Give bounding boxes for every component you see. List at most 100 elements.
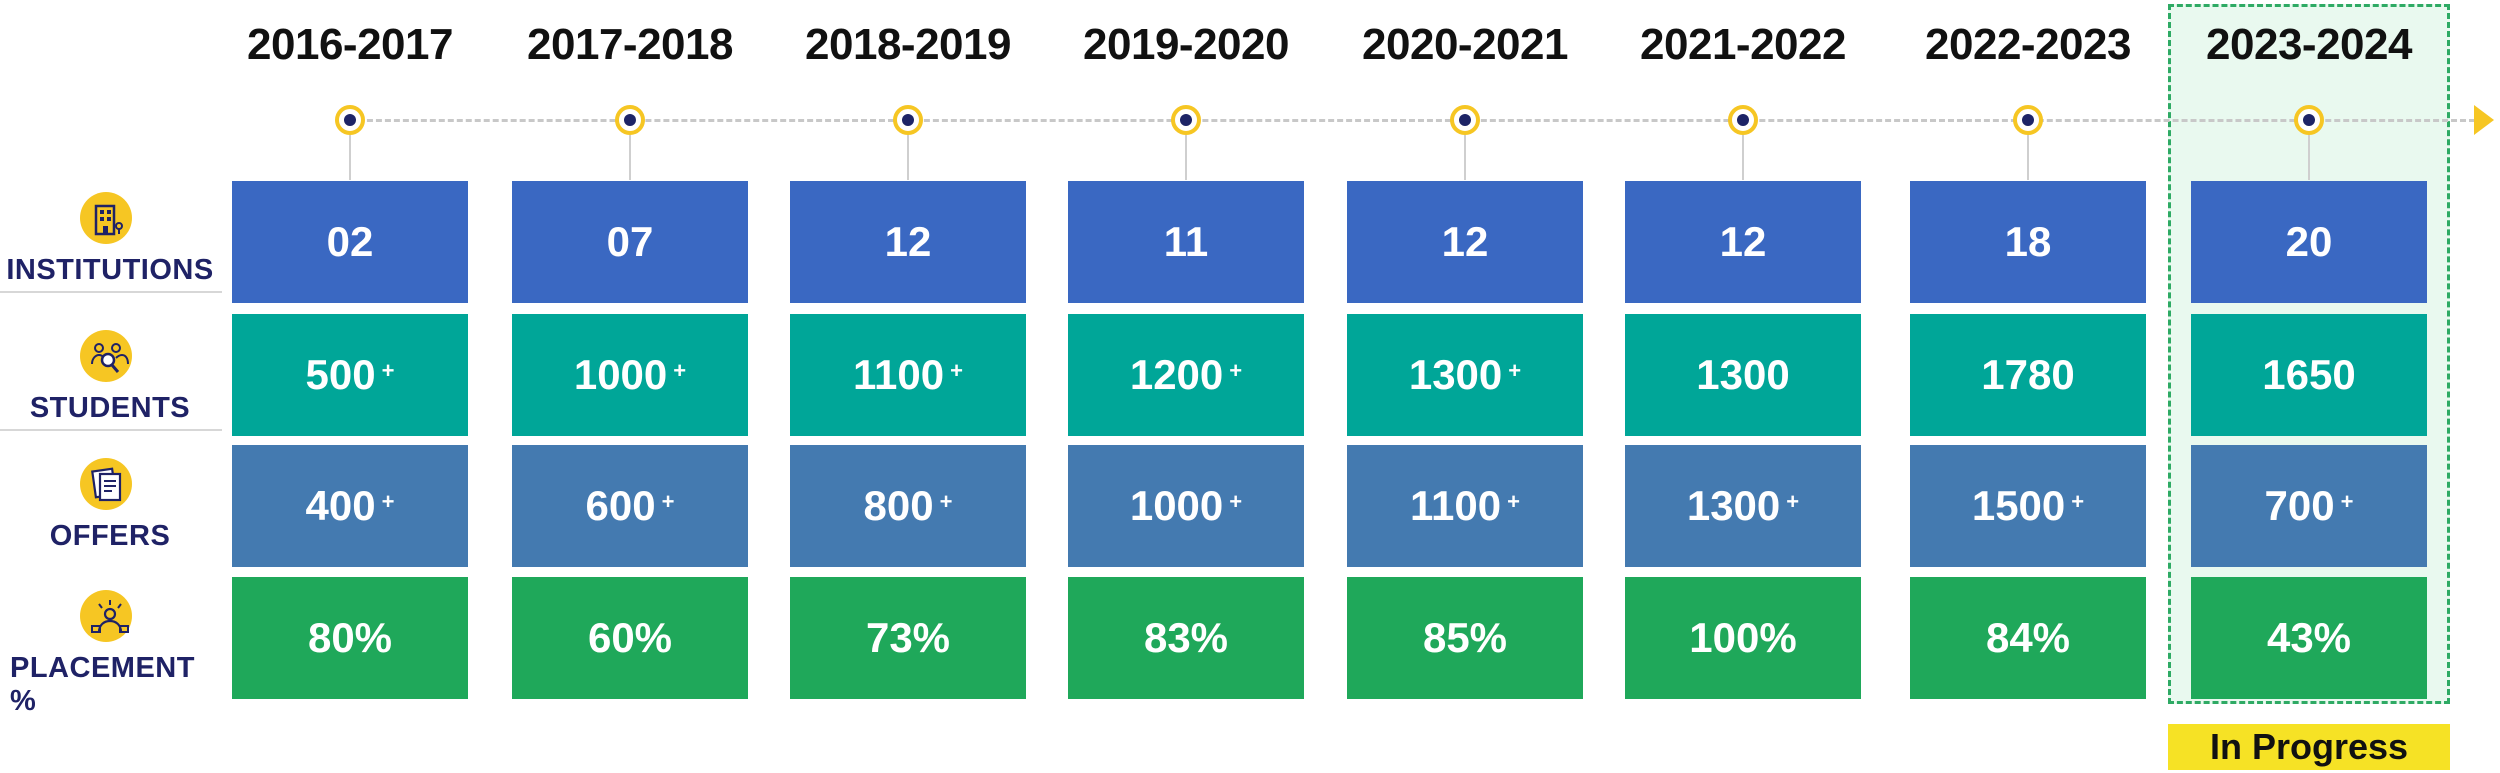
stat-cell: 1000 + [1068,445,1304,567]
stat-cell: 1000 + [512,314,748,436]
stat-cell: 12 [790,181,1026,303]
year-header: 2017-2018 [527,20,733,69]
timeline-dot [1728,105,1758,135]
stat-cell: 12 [1625,181,1861,303]
stat-cell: 60% [512,577,748,699]
stat-value: 1000 [573,351,668,398]
stat-value: 20 [2285,218,2333,265]
timeline-dot [1450,105,1480,135]
year-header: 2016-2017 [247,20,453,69]
stat-value: 1100 [853,351,945,398]
stat-cell: 600 + [512,445,748,567]
stat-value: 11 [1163,218,1209,265]
building-icon [80,192,140,248]
stat-value: 1650 [2262,351,2356,398]
timeline-dot [893,105,923,135]
timeline-stem [2308,135,2310,180]
stat-cell: 73% [790,577,1026,699]
timeline-dot [335,105,365,135]
year-header: 2022-2023 [1925,20,2131,69]
stat-value: 07 [606,218,654,265]
row-divider [0,291,222,293]
timeline-stem [1742,135,1744,180]
plus-sign: + [661,489,675,514]
stat-cell: 1100 + [790,314,1026,436]
stat-cell: 100% [1625,577,1861,699]
year-header: 2019-2020 [1083,20,1289,69]
document-icon [80,458,140,514]
plus-sign: + [1508,358,1522,383]
stat-value: 1500 [1971,482,2066,529]
year-header: 2021-2022 [1640,20,1846,69]
timeline-stem [1185,135,1187,180]
stat-cell: 1650 [2191,314,2427,436]
in-progress-badge: In Progress [2168,724,2450,770]
plus-sign: + [381,358,395,383]
row-divider [0,429,222,431]
stat-value: 1300 [1696,351,1790,398]
plus-sign: + [1786,489,1800,514]
stat-value: 1200 [1129,351,1224,398]
stat-value: 12 [1441,218,1489,265]
stat-cell: 400 + [232,445,468,567]
stat-cell: 1300 + [1347,314,1583,436]
timeline-dot [2294,105,2324,135]
row-label-students: STUDENTS [0,330,222,431]
stat-value: 83% [1143,614,1229,661]
stat-cell: 18 [1910,181,2146,303]
plus-sign: + [1229,358,1243,383]
stat-value: 80% [307,614,393,661]
stat-value: 700 [2264,482,2335,529]
stat-cell: 07 [512,181,748,303]
timeline-stem [349,135,351,180]
stat-cell: 1300 + [1625,445,1861,567]
row-label-placement: PLACEMENT % [10,590,210,718]
stat-cell: 12 [1347,181,1583,303]
plus-sign: + [673,358,687,383]
stat-value: 100% [1689,614,1797,661]
stat-value: 400 [305,482,376,529]
timeline-stem [629,135,631,180]
plus-sign: + [939,489,953,514]
row-label-offers: OFFERS [10,458,210,553]
stat-value: 12 [884,218,932,265]
stat-cell: 1100 + [1347,445,1583,567]
row-label-text: INSTITUTIONS [6,254,214,286]
row-label-text: OFFERS [49,520,171,552]
plus-sign: + [1229,489,1243,514]
stat-value: 73% [865,614,951,661]
stat-cell: 1300 [1625,314,1861,436]
plus-sign: + [950,358,963,383]
stat-value: 1100 [1410,482,1502,529]
stat-cell: 1780 [1910,314,2146,436]
stat-value: 02 [326,218,374,265]
row-label-institutions: INSTITUTIONS [0,192,222,293]
plus-sign: + [1507,489,1520,514]
stat-cell: 84% [1910,577,2146,699]
year-header: 2018-2019 [805,20,1011,69]
timeline-dot [615,105,645,135]
stat-cell: 20 [2191,181,2427,303]
stat-value: 600 [585,482,656,529]
stat-value: 1000 [1129,482,1224,529]
stat-cell: 02 [232,181,468,303]
stat-cell: 1200 + [1068,314,1304,436]
timeline-stem [2027,135,2029,180]
stat-value: 12 [1719,218,1767,265]
timeline-arrow-icon [2474,105,2494,135]
plus-sign: + [2340,489,2354,514]
stat-value: 84% [1985,614,2071,661]
stat-value: 60% [587,614,673,661]
students-search-icon [80,330,140,386]
stat-cell: 11 [1068,181,1304,303]
row-label-text: PLACEMENT % [10,652,195,717]
stat-value: 1780 [1981,351,2075,398]
stat-cell: 1500 + [1910,445,2146,567]
stat-value: 85% [1422,614,1508,661]
stat-cell: 700 + [2191,445,2427,567]
year-header: 2020-2021 [1362,20,1568,69]
row-label-text: STUDENTS [29,392,191,424]
stat-value: 500 [305,351,376,398]
stat-value: 800 [863,482,934,529]
